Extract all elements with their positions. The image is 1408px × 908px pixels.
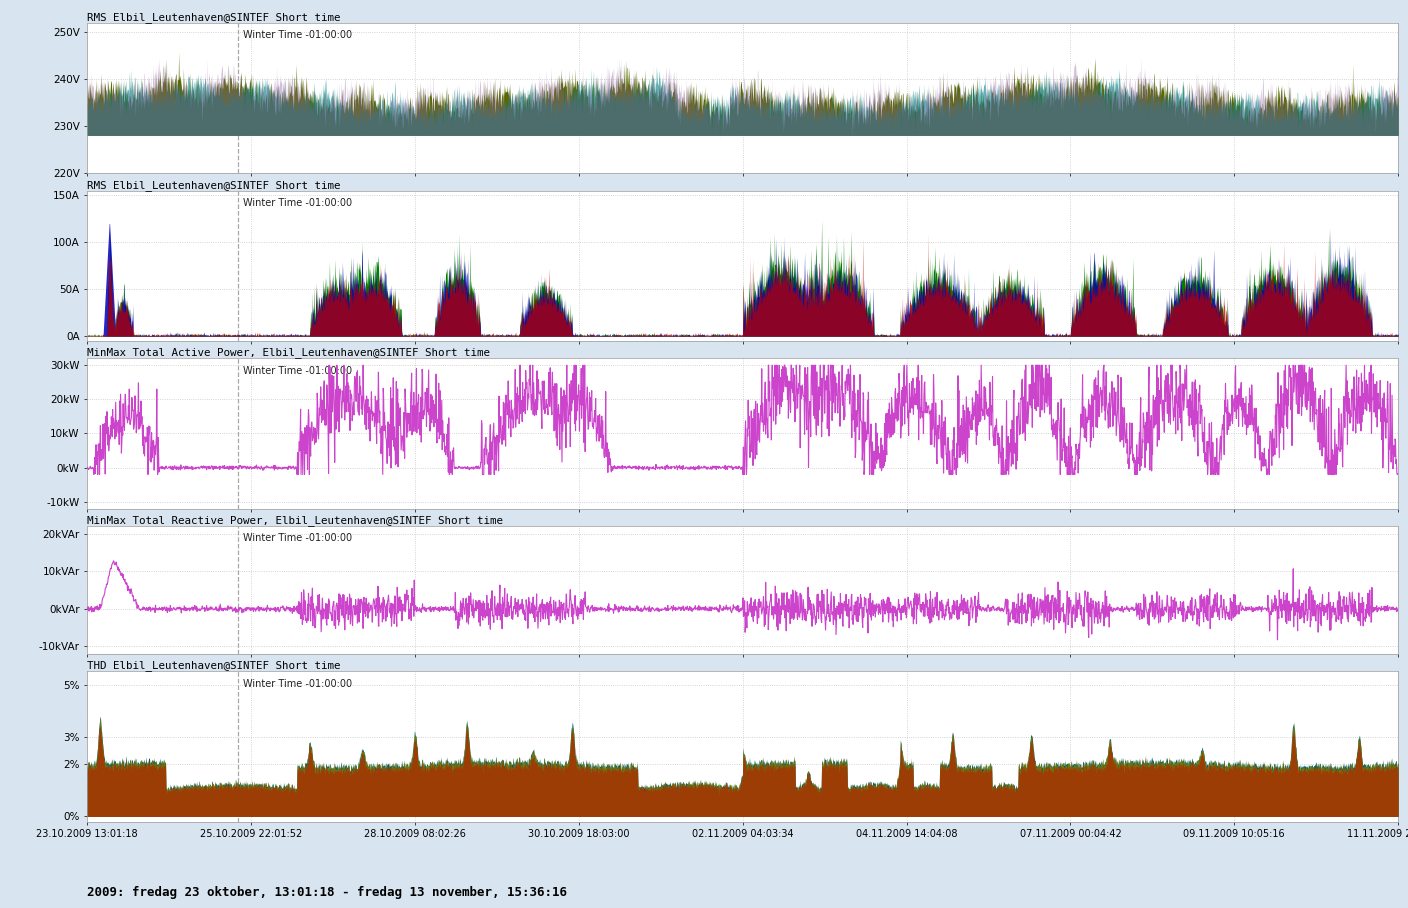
Text: THD Elbil_Leutenhaven@SINTEF Short time: THD Elbil_Leutenhaven@SINTEF Short time <box>87 660 341 671</box>
Text: 2009: fredag 23 oktober, 13:01:18 - fredag 13 november, 15:36:16: 2009: fredag 23 oktober, 13:01:18 - fred… <box>87 886 567 899</box>
Text: Winter Time -01:00:00: Winter Time -01:00:00 <box>244 30 352 40</box>
Text: MinMax Total Reactive Power, Elbil_Leutenhaven@SINTEF Short time: MinMax Total Reactive Power, Elbil_Leute… <box>87 515 503 526</box>
Text: RMS Elbil_Leutenhaven@SINTEF Short time: RMS Elbil_Leutenhaven@SINTEF Short time <box>87 180 341 191</box>
Text: RMS Elbil_Leutenhaven@SINTEF Short time: RMS Elbil_Leutenhaven@SINTEF Short time <box>87 12 341 23</box>
Text: Winter Time -01:00:00: Winter Time -01:00:00 <box>244 679 352 689</box>
Text: Winter Time -01:00:00: Winter Time -01:00:00 <box>244 532 352 543</box>
Text: Winter Time -01:00:00: Winter Time -01:00:00 <box>244 366 352 376</box>
Text: MinMax Total Active Power, Elbil_Leutenhaven@SINTEF Short time: MinMax Total Active Power, Elbil_Leutenh… <box>87 348 490 359</box>
Text: Winter Time -01:00:00: Winter Time -01:00:00 <box>244 198 352 208</box>
